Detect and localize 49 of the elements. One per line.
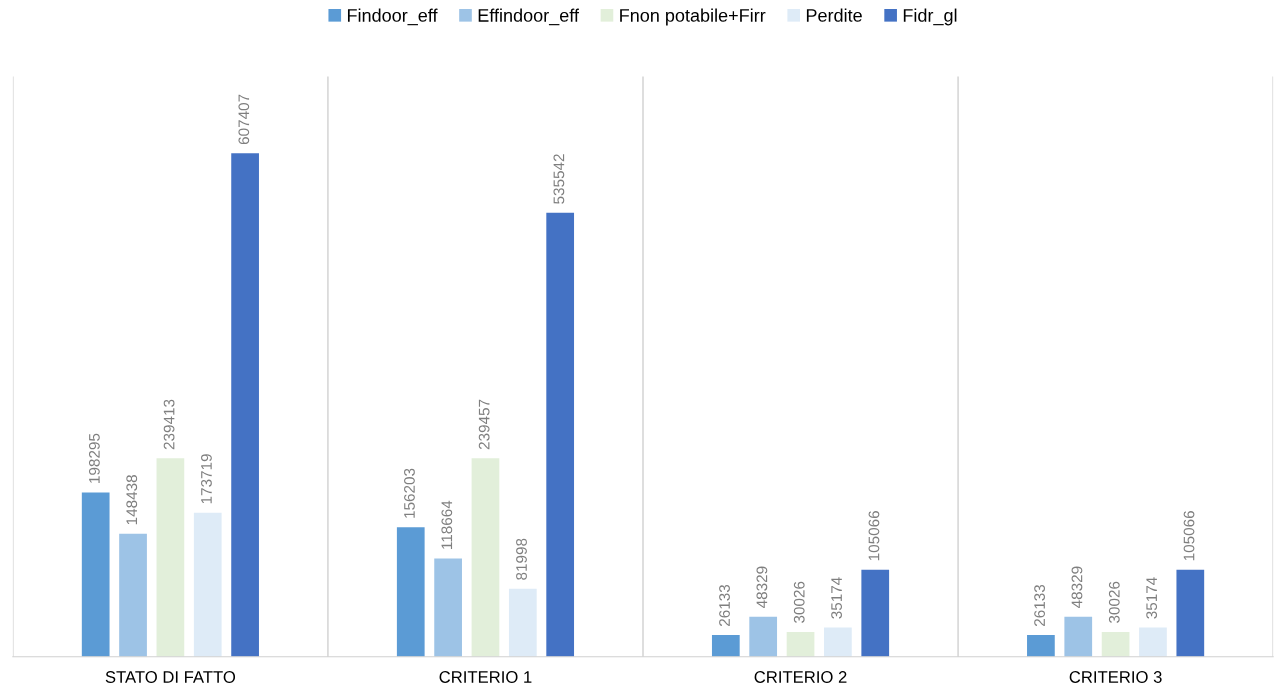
data-label: 48329 — [756, 566, 768, 609]
x-tick-label: CRITERIO 3 — [1069, 671, 1162, 683]
x-tick-label: STATO DI FATTO — [105, 671, 236, 683]
bar — [1139, 627, 1167, 657]
bar — [786, 631, 815, 657]
data-label: 148438 — [126, 475, 138, 525]
bar — [1176, 569, 1205, 657]
bar — [119, 533, 147, 657]
bar — [156, 458, 185, 657]
data-label: 30026 — [1108, 581, 1120, 623]
bar — [711, 635, 740, 657]
legend-label: Fnon potabile+Firr — [620, 8, 766, 26]
data-label: 26133 — [1034, 584, 1045, 627]
data-label: 26133 — [719, 584, 730, 627]
data-label: 607407 — [238, 94, 250, 145]
bar — [1064, 616, 1093, 657]
bar — [193, 512, 222, 657]
legend-label: Fidr_gl — [903, 8, 957, 26]
legend-label: Perdite — [806, 8, 862, 22]
legend-label: Effindoor_eff — [478, 8, 580, 26]
bar — [749, 616, 778, 657]
data-label: 535542 — [553, 154, 565, 204]
data-label: 81998 — [516, 538, 527, 580]
bar — [1027, 635, 1055, 657]
data-label: 173719 — [201, 454, 212, 504]
bar — [81, 492, 110, 657]
data-label: 35174 — [831, 577, 842, 619]
data-label: 239413 — [163, 399, 175, 450]
bar — [508, 588, 537, 657]
data-label: 118664 — [441, 500, 453, 549]
data-label: 30026 — [793, 581, 805, 623]
data-label: 105066 — [868, 511, 880, 561]
bar — [546, 212, 575, 657]
data-label: 239457 — [478, 399, 490, 450]
data-label: 35174 — [1146, 577, 1158, 619]
bar — [824, 627, 852, 657]
bar — [434, 558, 462, 657]
data-label: 48329 — [1071, 566, 1083, 609]
data-label: 198295 — [88, 433, 100, 483]
bar — [396, 527, 425, 657]
bar — [1101, 631, 1130, 657]
x-tick-label: CRITERIO 1 — [439, 671, 532, 683]
legend-label: Findoor_eff — [347, 8, 438, 26]
bar — [471, 458, 500, 657]
data-label: 105066 — [1183, 511, 1195, 561]
bar — [861, 569, 890, 657]
bar — [231, 153, 259, 657]
data-label: 156203 — [404, 468, 415, 518]
x-tick-label: CRITERIO 2 — [754, 671, 847, 683]
